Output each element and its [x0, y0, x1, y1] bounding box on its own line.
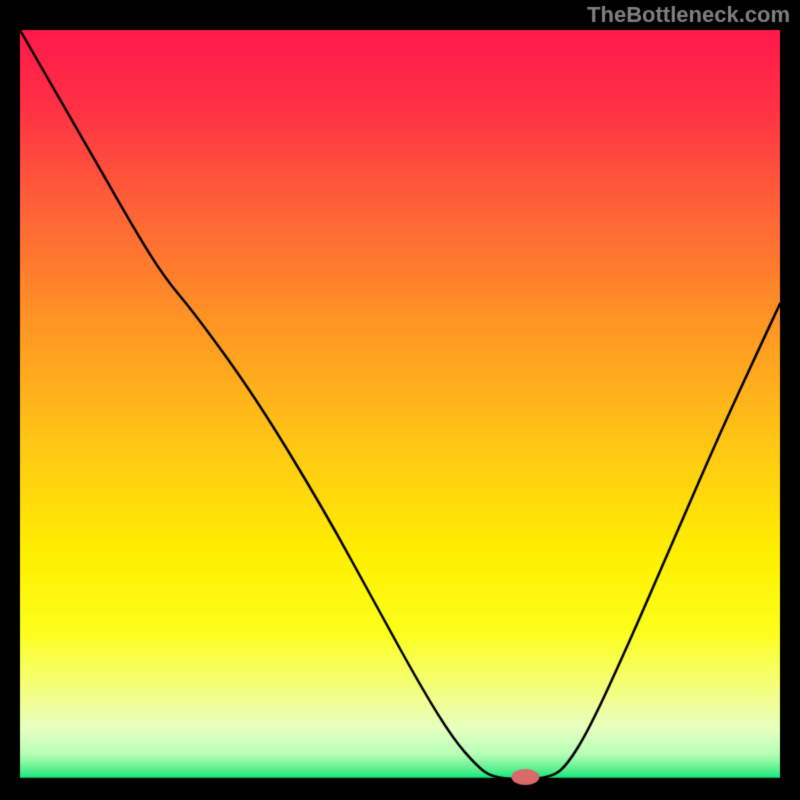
bottleneck-chart	[0, 0, 800, 800]
